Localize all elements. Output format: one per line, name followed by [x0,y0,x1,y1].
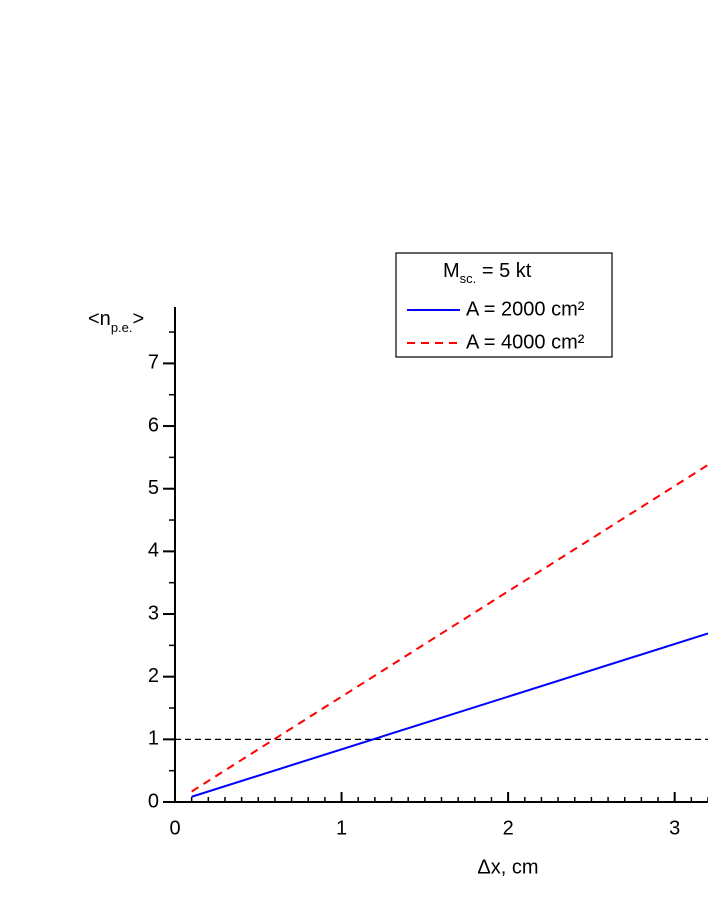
legend-box [395,252,613,358]
y-tick-label: 1 [148,728,159,750]
y-label-main: <n [88,308,111,330]
y-tick-label: 0 [148,790,159,812]
series-line [191,464,708,793]
y-tick-label: 6 [148,414,159,436]
y-tick-label: 4 [148,540,159,562]
y-tick-label: 3 [148,602,159,624]
x-tick-label: 0 [169,817,180,839]
legend-title-sub: sc. [460,271,477,286]
y-label-sub: p.e. [111,320,133,335]
legend-title-rest: = 5 kt [476,260,531,282]
x-tick-label: 3 [669,817,680,839]
legend-label: A = 2000 cm² [466,298,585,320]
x-tick-label: 2 [503,817,514,839]
x-tick-label: 1 [336,817,347,839]
y-tick-label: 5 [148,477,159,499]
series-line [191,632,708,798]
legend-title-main: M [443,260,460,282]
y-label-end: > [133,308,145,330]
y-tick-label: 7 [148,352,159,374]
y-axis-label: <np.e.> [88,308,144,335]
y-tick-label: 2 [148,665,159,687]
legend-label: A = 4000 cm² [466,331,585,353]
legend-title: Msc. = 5 kt [443,260,532,286]
x-axis-label: Δx, cm [477,856,538,878]
